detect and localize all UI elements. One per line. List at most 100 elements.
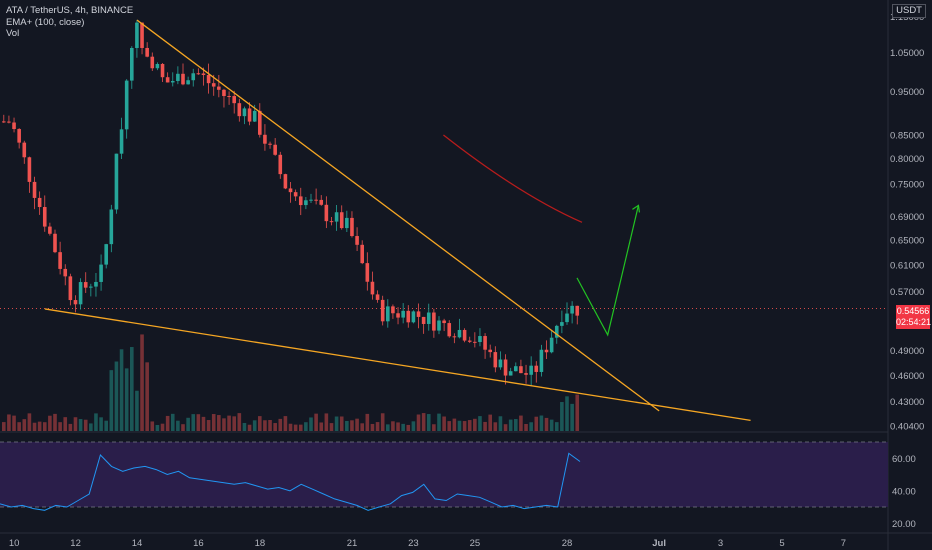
volume-indicator-label[interactable]: Vol bbox=[6, 28, 20, 39]
volume-bar bbox=[406, 424, 411, 431]
drawings[interactable] bbox=[44, 19, 751, 421]
candle-body bbox=[89, 286, 93, 288]
candle-body bbox=[119, 129, 124, 154]
candle-body bbox=[324, 204, 329, 222]
candle-body bbox=[252, 110, 257, 122]
volume-bar bbox=[355, 418, 359, 431]
volume-bar bbox=[155, 424, 160, 431]
candle-body bbox=[73, 300, 78, 305]
volume-bar bbox=[89, 423, 93, 431]
volume-bar bbox=[211, 414, 216, 431]
candle-body bbox=[191, 73, 196, 81]
candle-body bbox=[63, 268, 68, 277]
volume-bar bbox=[42, 422, 47, 431]
candle-body bbox=[554, 325, 559, 338]
volume-bar bbox=[386, 424, 390, 431]
volume-bar bbox=[514, 419, 518, 431]
volume-bar bbox=[99, 417, 103, 431]
candle-body bbox=[304, 200, 308, 206]
candle-body bbox=[2, 121, 6, 123]
candle-body bbox=[206, 75, 211, 84]
candle-body bbox=[288, 188, 293, 193]
candle-body bbox=[396, 313, 400, 318]
volume-bar bbox=[442, 416, 446, 431]
candle-body bbox=[99, 264, 103, 282]
volume-bar bbox=[283, 416, 288, 431]
candle-body bbox=[293, 192, 298, 197]
volume-bar bbox=[462, 421, 467, 431]
volume-bar bbox=[549, 419, 554, 431]
volume-bar bbox=[247, 424, 252, 431]
price-tick-label: 0.46000 bbox=[890, 371, 924, 382]
volume-bar bbox=[544, 417, 549, 431]
volume-bar bbox=[421, 413, 426, 431]
candle-body bbox=[391, 306, 395, 314]
volume-bar bbox=[432, 424, 436, 431]
bar-countdown: 02:54:21 bbox=[896, 317, 932, 327]
ema-indicator-label[interactable]: EMA+ (100, close) bbox=[6, 16, 85, 28]
volume-bar bbox=[447, 421, 452, 431]
candle-body bbox=[94, 281, 98, 287]
volume-bar bbox=[119, 349, 124, 431]
candle-body bbox=[48, 226, 52, 234]
time-tick-label: 3 bbox=[718, 538, 723, 549]
candle-body bbox=[483, 336, 487, 350]
candle-body bbox=[375, 294, 380, 300]
volume-bar bbox=[524, 423, 528, 431]
volume-bar bbox=[232, 416, 236, 431]
volume-bar bbox=[124, 368, 129, 431]
candle-body bbox=[160, 63, 165, 78]
rsi-panel bbox=[0, 441, 888, 508]
volume-bar bbox=[196, 414, 201, 431]
volume-bar bbox=[217, 415, 221, 431]
volume-bar bbox=[539, 415, 544, 431]
volume-bar bbox=[135, 390, 139, 431]
volume-bars bbox=[2, 334, 580, 431]
candle-body bbox=[421, 316, 426, 324]
volume-bar bbox=[493, 422, 498, 431]
candle-body bbox=[380, 299, 385, 322]
price-tick-label: 0.49000 bbox=[890, 346, 924, 357]
candle-body bbox=[416, 311, 421, 317]
candle-body bbox=[508, 371, 513, 376]
volume-bar bbox=[534, 416, 539, 431]
symbol-title[interactable]: ATA / TetherUS, 4h, BINANCE bbox=[6, 5, 134, 16]
candle-body bbox=[560, 322, 564, 326]
candle-body bbox=[227, 96, 231, 98]
volume-bar bbox=[288, 423, 293, 431]
volume-bar bbox=[53, 413, 57, 431]
candle-body bbox=[432, 312, 436, 331]
trendline-lower bbox=[44, 308, 751, 421]
candle-body bbox=[78, 282, 83, 305]
candle-body bbox=[498, 359, 503, 368]
candle-body bbox=[237, 103, 242, 117]
volume-bar bbox=[570, 403, 574, 431]
volume-bar bbox=[252, 420, 257, 431]
candle-body bbox=[170, 80, 175, 83]
price-tick-label: 0.61000 bbox=[890, 260, 924, 271]
volume-bar bbox=[391, 421, 395, 431]
candle-body bbox=[17, 129, 21, 143]
volume-bar bbox=[186, 417, 190, 431]
candle-body bbox=[467, 340, 472, 342]
candle-body bbox=[298, 196, 303, 206]
chart-legend: ATA / TetherUS, 4h, BINANCE EMA+ (100, c… bbox=[6, 5, 133, 40]
currency-unit-badge[interactable]: USDT bbox=[892, 4, 926, 18]
candle-body bbox=[514, 366, 518, 372]
volume-bar bbox=[488, 414, 492, 431]
candle-body bbox=[529, 365, 533, 375]
volume-bar bbox=[396, 422, 400, 431]
candle-body bbox=[263, 134, 267, 144]
projection-path bbox=[576, 205, 640, 337]
projection-arrowhead bbox=[632, 204, 641, 213]
volume-bar bbox=[145, 362, 149, 431]
candle-body bbox=[411, 311, 416, 323]
candle-body bbox=[314, 199, 318, 201]
rsi-tick-label: 60.00 bbox=[892, 454, 916, 465]
candle-body bbox=[426, 312, 431, 324]
ema-line bbox=[443, 134, 583, 223]
candle-body bbox=[462, 329, 467, 341]
candle-body bbox=[109, 209, 114, 245]
rsi-line bbox=[0, 452, 581, 511]
